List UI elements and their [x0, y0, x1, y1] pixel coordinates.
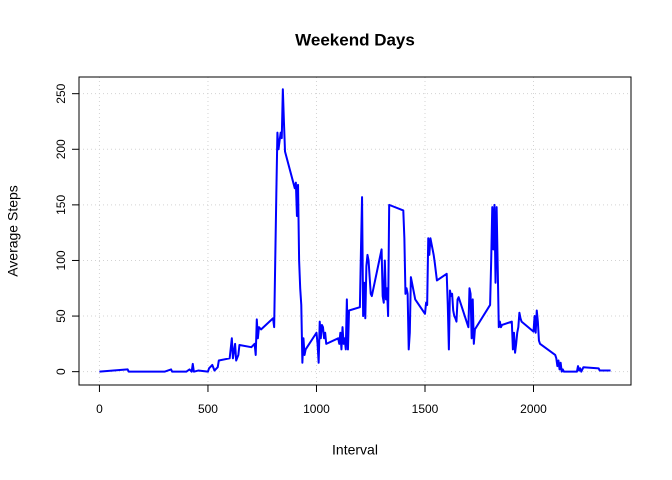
plot-frame: [78, 76, 632, 386]
chart-title: Weekend Days: [295, 30, 415, 49]
y-axis-label: Average Steps: [5, 185, 21, 277]
x-tick-label: 2000: [520, 402, 547, 416]
x-tick-label: 1500: [412, 402, 439, 416]
x-tick-label: 500: [198, 402, 218, 416]
x-axis-label: Interval: [332, 442, 378, 458]
y-tick-label: 50: [54, 309, 68, 323]
x-tick-label: 1000: [303, 402, 330, 416]
y-tick-label: 0: [54, 368, 68, 375]
y-tick-label: 100: [54, 250, 68, 270]
x-tick-label: 0: [96, 402, 103, 416]
data-line: [99, 88, 611, 373]
y-tick-label: 150: [54, 195, 68, 215]
y-tick-label: 200: [54, 139, 68, 159]
y-tick-label: 250: [54, 83, 68, 103]
